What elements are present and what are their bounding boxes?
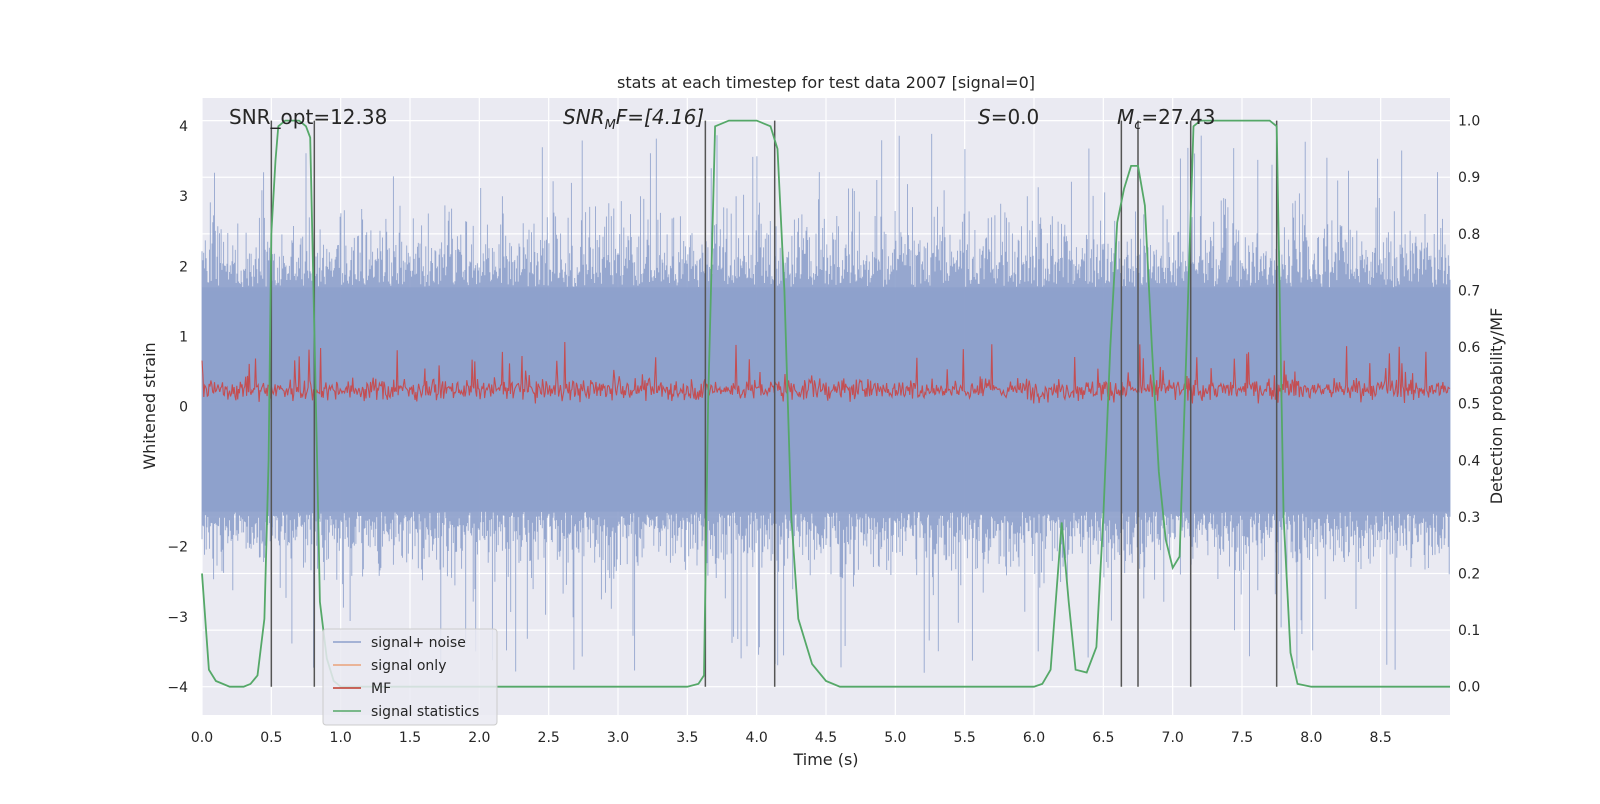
x-tick-label: 0.5 <box>260 730 282 746</box>
legend-label-signal-noise: signal+ noise <box>371 635 466 651</box>
left-y-tick-label: −2 <box>167 540 188 556</box>
x-tick-label: 3.5 <box>676 730 698 746</box>
mf-series <box>201 341 1451 404</box>
x-tick-label: 7.0 <box>1162 730 1184 746</box>
legend: signal+ noise signal only MF signal stat… <box>322 628 498 726</box>
x-tick-label: 2.5 <box>538 730 560 746</box>
x-tick-label: 4.5 <box>815 730 837 746</box>
right-y-tick-label: 0.5 <box>1458 397 1480 413</box>
x-tick-labels: 0.0 0.5 1.0 1.5 2.0 2.5 3.0 3.5 4.0 4.5 5.0 5.5 6.0 6… <box>191 730 1392 746</box>
x-tick-label: 8.0 <box>1300 730 1322 746</box>
right-y-tick-label: 0.6 <box>1458 340 1480 356</box>
x-tick-label: 5.5 <box>954 730 976 746</box>
right-y-tick-labels: 1.0 0.9 0.8 0.7 0.6 0.5 0.4 0.3 0.2 0.1 0.0 <box>1458 114 1480 696</box>
left-y-tick-label: 0 <box>179 400 188 416</box>
legend-box <box>322 628 498 726</box>
x-axis-label: Time (s) <box>792 750 858 769</box>
left-y-tick-label: −4 <box>167 680 188 696</box>
signal-statistics-series <box>201 119 1450 688</box>
right-y-tick-label: 1.0 <box>1458 114 1480 130</box>
annotation-s-rest: =0.0 <box>991 105 1040 129</box>
left-y-tick-label: 1 <box>179 329 188 345</box>
x-tick-label: 6.0 <box>1023 730 1045 746</box>
x-tick-label: 8.5 <box>1370 730 1392 746</box>
x-tick-label: 1.0 <box>330 730 352 746</box>
x-tick-label: 5.0 <box>884 730 906 746</box>
left-y-tick-labels: 4 3 2 1 0 −2 −3 −4 <box>167 119 188 696</box>
left-y-tick-label: −3 <box>167 610 188 626</box>
chart-title: stats at each timestep for test data 200… <box>617 73 1035 92</box>
right-y-tick-label: 0.9 <box>1458 170 1480 186</box>
left-y-axis-label: Whitened strain <box>140 342 159 469</box>
mf-line <box>201 341 1451 404</box>
left-y-tick-label: 4 <box>179 119 188 135</box>
right-y-tick-label: 0.0 <box>1458 680 1480 696</box>
annotation-snr-mf-sub: M <box>605 118 616 133</box>
annotation-mc: Mc=27.43 <box>1117 105 1215 133</box>
right-y-tick-label: 0.4 <box>1458 453 1480 469</box>
legend-label-signal-only: signal only <box>371 658 446 674</box>
x-tick-label: 7.5 <box>1231 730 1253 746</box>
x-tick-label: 1.5 <box>399 730 421 746</box>
annotation-snr-mf: SNRMF=[4.16] <box>563 105 704 133</box>
x-tick-label: 3.0 <box>607 730 629 746</box>
signal-statistics-line <box>201 119 1450 688</box>
right-y-tick-label: 0.3 <box>1458 510 1480 526</box>
right-y-tick-label: 0.7 <box>1458 283 1480 299</box>
signal-noise-series <box>201 133 1451 673</box>
annotation-mc-rest: =27.43 <box>1141 105 1215 129</box>
right-y-tick-label: 0.8 <box>1458 227 1480 243</box>
right-y-axis-label: Detection probability/MF <box>1487 308 1506 505</box>
annotation-s: S=0.0 <box>978 105 1039 129</box>
x-tick-label: 2.0 <box>468 730 490 746</box>
left-y-tick-label: 3 <box>179 189 188 205</box>
right-y-tick-label: 0.1 <box>1458 623 1480 639</box>
x-tick-label: 4.0 <box>746 730 768 746</box>
annotation-mc-sub: c <box>1134 118 1141 133</box>
legend-label-mf: MF <box>371 681 391 697</box>
left-y-tick-label: 2 <box>179 259 188 275</box>
legend-label-signal-statistics: signal statistics <box>371 704 479 720</box>
x-tick-label: 0.0 <box>191 730 213 746</box>
right-y-tick-label: 0.2 <box>1458 566 1480 582</box>
annotation-s-italic: S <box>978 105 991 129</box>
annotation-snr-mf-base: SNR <box>563 105 605 129</box>
annotation-snr-mf-rest: F=[4.16] <box>616 105 704 129</box>
annotation-snr-opt: SNR_opt=12.38 <box>229 105 387 129</box>
annotation-mc-base: M <box>1117 105 1134 129</box>
x-tick-label: 6.5 <box>1092 730 1114 746</box>
